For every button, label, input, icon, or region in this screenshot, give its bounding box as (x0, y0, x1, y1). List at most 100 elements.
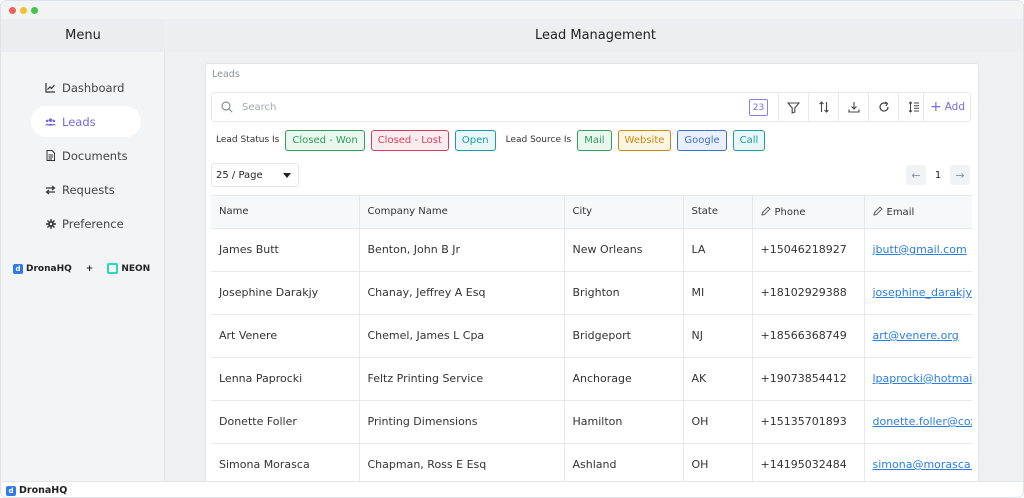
cell-phone: +18566368749 (752, 314, 865, 358)
page-title: Lead Management (166, 19, 1023, 52)
cell-phone: +19073854412 (752, 357, 865, 401)
close-window-button[interactable] (9, 7, 16, 14)
minimize-window-button[interactable] (20, 7, 27, 14)
column-header-city[interactable]: City (564, 196, 684, 229)
cell-city: New Orleans (564, 228, 684, 272)
sidebar-item-label: Preference (62, 216, 124, 231)
card-title: Leads (212, 69, 240, 80)
brand-plus: + (85, 263, 94, 274)
cell-company: Chanay, Jeffrey A Esq (359, 271, 565, 315)
cell-phone: +18102929388 (752, 271, 865, 315)
row-height-icon (908, 101, 919, 113)
dronahq-logo-icon: d (13, 263, 23, 274)
table-row[interactable]: James Butt Benton, John B Jr New Orleans LA… (211, 228, 972, 272)
lead-source-chip[interactable]: Google (677, 129, 727, 151)
cell-email[interactable]: josephine_darakjy@darakjy.org (864, 271, 972, 315)
cell-name: Josephine Darakjy (211, 271, 360, 315)
column-header-label: State (691, 206, 718, 218)
cell-state: MI (683, 271, 753, 315)
lead-status-chip[interactable]: Closed - Won (285, 129, 365, 151)
source-chip-group: Mail Website Google Call (577, 129, 771, 151)
plus-icon: + (929, 99, 942, 115)
column-header-name[interactable]: Name (211, 196, 360, 229)
sidebar-item-dashboard[interactable]: Dashboard (31, 72, 141, 103)
prev-page-button[interactable]: ← (906, 165, 926, 185)
maximize-window-button[interactable] (31, 7, 38, 14)
status-chip-group: Closed - Won Closed - Lost Open (285, 129, 501, 151)
sidebar-title: Menu (1, 19, 165, 52)
sidebar-item-requests[interactable]: Requests (31, 174, 141, 205)
column-header-phone[interactable]: Phone (752, 196, 865, 229)
column-header-company[interactable]: Company Name (359, 196, 565, 229)
current-page: 1 (934, 169, 942, 181)
column-header-label: Company Name (367, 206, 448, 218)
column-header-state[interactable]: State (683, 196, 753, 229)
cell-state: AK (683, 357, 753, 401)
sidebar-item-label: Requests (62, 182, 115, 197)
cell-company: Chapman, Ross E Esq (359, 443, 565, 484)
sidebar-item-leads[interactable]: Leads (31, 106, 141, 137)
cell-company: Benton, John B Jr (359, 228, 565, 272)
lead-source-chip[interactable]: Mail (577, 129, 612, 151)
next-page-button[interactable]: → (950, 165, 970, 185)
edit-pencil-icon (760, 206, 771, 216)
table-body: James Butt Benton, John B Jr New Orleans LA… (211, 228, 972, 484)
cell-name: Lenna Paprocki (211, 357, 360, 401)
footer-brand-text: DronaHQ (19, 485, 68, 496)
column-header-label: Email (886, 206, 915, 218)
cell-email[interactable]: lpaprocki@hotmail.com (864, 357, 972, 401)
row-height-button[interactable] (898, 93, 928, 121)
cell-email[interactable]: art@venere.org (864, 314, 972, 358)
cell-company: Printing Dimensions (359, 400, 565, 444)
dronahq-brand: DronaHQ (26, 263, 72, 274)
neon-brand: NEON (121, 263, 151, 274)
cell-email[interactable]: donette.foller@cox.net (864, 400, 972, 444)
download-button[interactable] (838, 93, 868, 121)
sidebar-nav: Dashboard Leads Documents Requests (31, 72, 141, 242)
pager: ← 1 → (906, 164, 970, 186)
page-size-select[interactable]: 25 / Page (211, 163, 299, 187)
caret-down-icon (283, 173, 291, 178)
neon-logo-icon (107, 263, 119, 274)
cell-phone: +15135701893 (752, 400, 865, 444)
sort-button[interactable] (808, 93, 838, 121)
cell-city: Brighton (564, 271, 684, 315)
filter-bar: Lead Status Is Closed - Won Closed - Lost… (216, 129, 771, 151)
brand-logos: d DronaHQ + NEON (13, 263, 150, 274)
column-header-email[interactable]: Email (864, 196, 972, 229)
document-icon (45, 150, 56, 161)
cell-state: LA (683, 228, 753, 272)
add-button-label: Add (944, 101, 966, 113)
column-header-label: City (572, 206, 593, 218)
filter-button[interactable] (778, 93, 808, 121)
cell-email[interactable]: simona@morasca.com (864, 443, 972, 484)
table-row[interactable]: Simona Morasca Chapman, Ross E Esq Ashland… (211, 443, 972, 484)
cell-email[interactable]: jbutt@gmail.com (864, 228, 972, 272)
table-toolbar: 23 + Add (211, 92, 971, 122)
cell-city: Bridgeport (564, 314, 684, 358)
leads-table: Name Company Name City State Phone Email… (211, 195, 972, 484)
table-row[interactable]: Lenna Paprocki Feltz Printing Service Anch… (211, 357, 972, 401)
sort-icon (818, 101, 829, 113)
sidebar-item-documents[interactable]: Documents (31, 140, 141, 171)
refresh-button[interactable] (868, 93, 898, 121)
search-icon (221, 101, 233, 113)
footer-brand: d DronaHQ (1, 481, 1023, 497)
lead-source-chip[interactable]: Website (617, 129, 672, 151)
table-row[interactable]: Art Venere Chemel, James L Cpa Bridgeport N… (211, 314, 972, 358)
cell-city: Ashland (564, 443, 684, 484)
cell-state: OH (683, 443, 753, 484)
add-button[interactable]: + Add (923, 93, 971, 121)
table-row[interactable]: Josephine Darakjy Chanay, Jeffrey A Esq Br… (211, 271, 972, 315)
table-header-row: Name Company Name City State Phone Email (211, 196, 972, 229)
sidebar-item-label: Dashboard (62, 80, 125, 95)
refresh-icon (878, 101, 889, 112)
lead-status-chip[interactable]: Open (454, 129, 496, 151)
lead-source-chip[interactable]: Call (732, 129, 766, 151)
sidebar-item-preference[interactable]: Preference (31, 208, 141, 239)
lead-source-label: Lead Source Is (505, 135, 572, 145)
table-row[interactable]: Donette Foller Printing Dimensions Hamilto… (211, 400, 972, 444)
lead-status-chip[interactable]: Closed - Lost (370, 129, 449, 151)
search-input[interactable] (242, 98, 702, 116)
